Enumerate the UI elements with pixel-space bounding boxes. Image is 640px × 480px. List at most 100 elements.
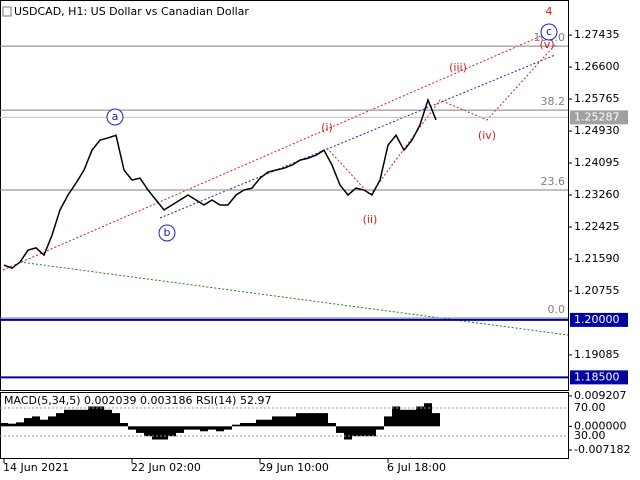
macd-bar — [200, 426, 208, 432]
macd-bar — [256, 419, 264, 427]
macd-bar — [104, 409, 112, 427]
y-tick-label: 1.23260 — [574, 188, 620, 201]
macd-bar — [144, 426, 152, 437]
indicator-title: MACD(5,34,5) 0.002039 0.003186 RSI(14) 5… — [4, 394, 271, 407]
macd-bar — [432, 413, 440, 427]
x-tick-label: 14 Jun 2021 — [3, 461, 69, 474]
wave-label: c — [546, 25, 552, 38]
macd-bar — [400, 409, 408, 427]
macd-bar — [424, 403, 432, 427]
fib-label: 0.0 — [548, 303, 566, 316]
y-tick-label: 1.22425 — [574, 220, 620, 233]
macd-bar — [312, 413, 320, 427]
y-tick-label: 1.20755 — [574, 284, 620, 297]
macd-bar — [88, 406, 96, 427]
macd-bar — [120, 423, 128, 427]
y-tick-label: 1.24095 — [574, 156, 620, 169]
macd-bar — [56, 413, 64, 427]
macd-bar — [40, 419, 48, 427]
macd-bar — [192, 426, 200, 430]
macd-bar — [368, 426, 376, 437]
trend-line — [2, 29, 556, 271]
y2-tick-label: 70.00 — [574, 401, 606, 414]
macd-bar — [232, 424, 240, 427]
macd-bar — [64, 409, 72, 427]
macd-bar — [136, 426, 144, 433]
macd-bar — [216, 426, 224, 432]
wave-label: a — [112, 110, 119, 123]
macd-bar — [152, 426, 160, 440]
wave-label: 4 — [546, 5, 553, 18]
macd-bar — [8, 423, 16, 427]
price-box — [570, 110, 628, 125]
macd-bar — [328, 423, 336, 427]
y-tick-label: 0.009207 — [574, 389, 627, 402]
macd-bar — [392, 406, 400, 427]
level-box — [570, 370, 628, 385]
wave-label: (v) — [539, 38, 554, 51]
level-label: 1.20000 — [574, 313, 620, 326]
macd-bar — [128, 426, 136, 430]
macd-bar — [168, 426, 176, 437]
macd-bar — [320, 413, 328, 427]
macd-bar — [248, 423, 256, 427]
macd-bar — [352, 426, 360, 437]
wave-circle — [540, 23, 558, 41]
macd-bar — [72, 409, 80, 427]
wave-circle — [158, 224, 176, 242]
x-tick-label: 29 Jun 10:00 — [259, 461, 329, 474]
macd-bar — [176, 426, 184, 433]
y-tick-label: 1.25765 — [574, 92, 620, 105]
macd-bar — [416, 406, 424, 427]
wave-label: (iii) — [449, 61, 467, 74]
macd-bar — [224, 426, 232, 430]
wave-path — [326, 44, 556, 196]
macd-bar — [336, 426, 344, 433]
macd-bar — [112, 413, 120, 427]
fib-label: 23.6 — [541, 175, 566, 188]
macd-bar — [240, 423, 248, 427]
y-tick-label: 1.24930 — [574, 124, 620, 137]
macd-bar — [288, 416, 296, 427]
macd-bar — [384, 416, 392, 427]
level-label: 1.18500 — [574, 370, 620, 383]
wave-circle — [106, 108, 124, 126]
wave-label: (iv) — [478, 129, 496, 142]
y-tick-label: 1.21590 — [574, 252, 620, 265]
price-line — [3, 97, 437, 270]
trend-line — [159, 54, 556, 219]
macd-bar — [184, 426, 192, 430]
chart-title: USDCAD, H1: US Dollar vs Canadian Dollar — [14, 5, 249, 18]
y-tick-label: 0.000000 — [574, 419, 627, 432]
trend-line — [19, 261, 569, 336]
y-tick-label: 1.27435 — [574, 28, 620, 41]
y-tick-label: 1.19085 — [574, 348, 620, 361]
macd-bar — [344, 426, 352, 440]
wave-label: (i) — [321, 121, 333, 134]
macd-bar — [16, 422, 24, 427]
wave-label: b — [164, 226, 171, 239]
icon — [2, 6, 12, 17]
macd-bar — [80, 409, 88, 427]
current-price-label: 1.25287 — [574, 110, 620, 123]
macd-bar — [376, 426, 384, 430]
macd-bar — [304, 413, 312, 427]
macd-bar — [24, 418, 32, 427]
macd-bar — [264, 419, 272, 427]
level-box — [570, 312, 628, 327]
macd-bar — [272, 416, 280, 427]
macd-bar — [360, 426, 368, 437]
macd-bar — [408, 409, 416, 427]
y2-tick-label: 30.00 — [574, 429, 606, 442]
macd-bar — [280, 416, 288, 427]
macd-bar — [208, 426, 216, 430]
x-tick-label: 6 Jul 18:00 — [387, 461, 446, 474]
y-tick-label: -0.007182 — [574, 443, 630, 456]
macd-bar — [0, 423, 8, 427]
macd-bar — [96, 406, 104, 427]
macd-bar — [32, 416, 40, 427]
fib-label: 38.2 — [541, 95, 566, 108]
macd-bar — [296, 413, 304, 427]
